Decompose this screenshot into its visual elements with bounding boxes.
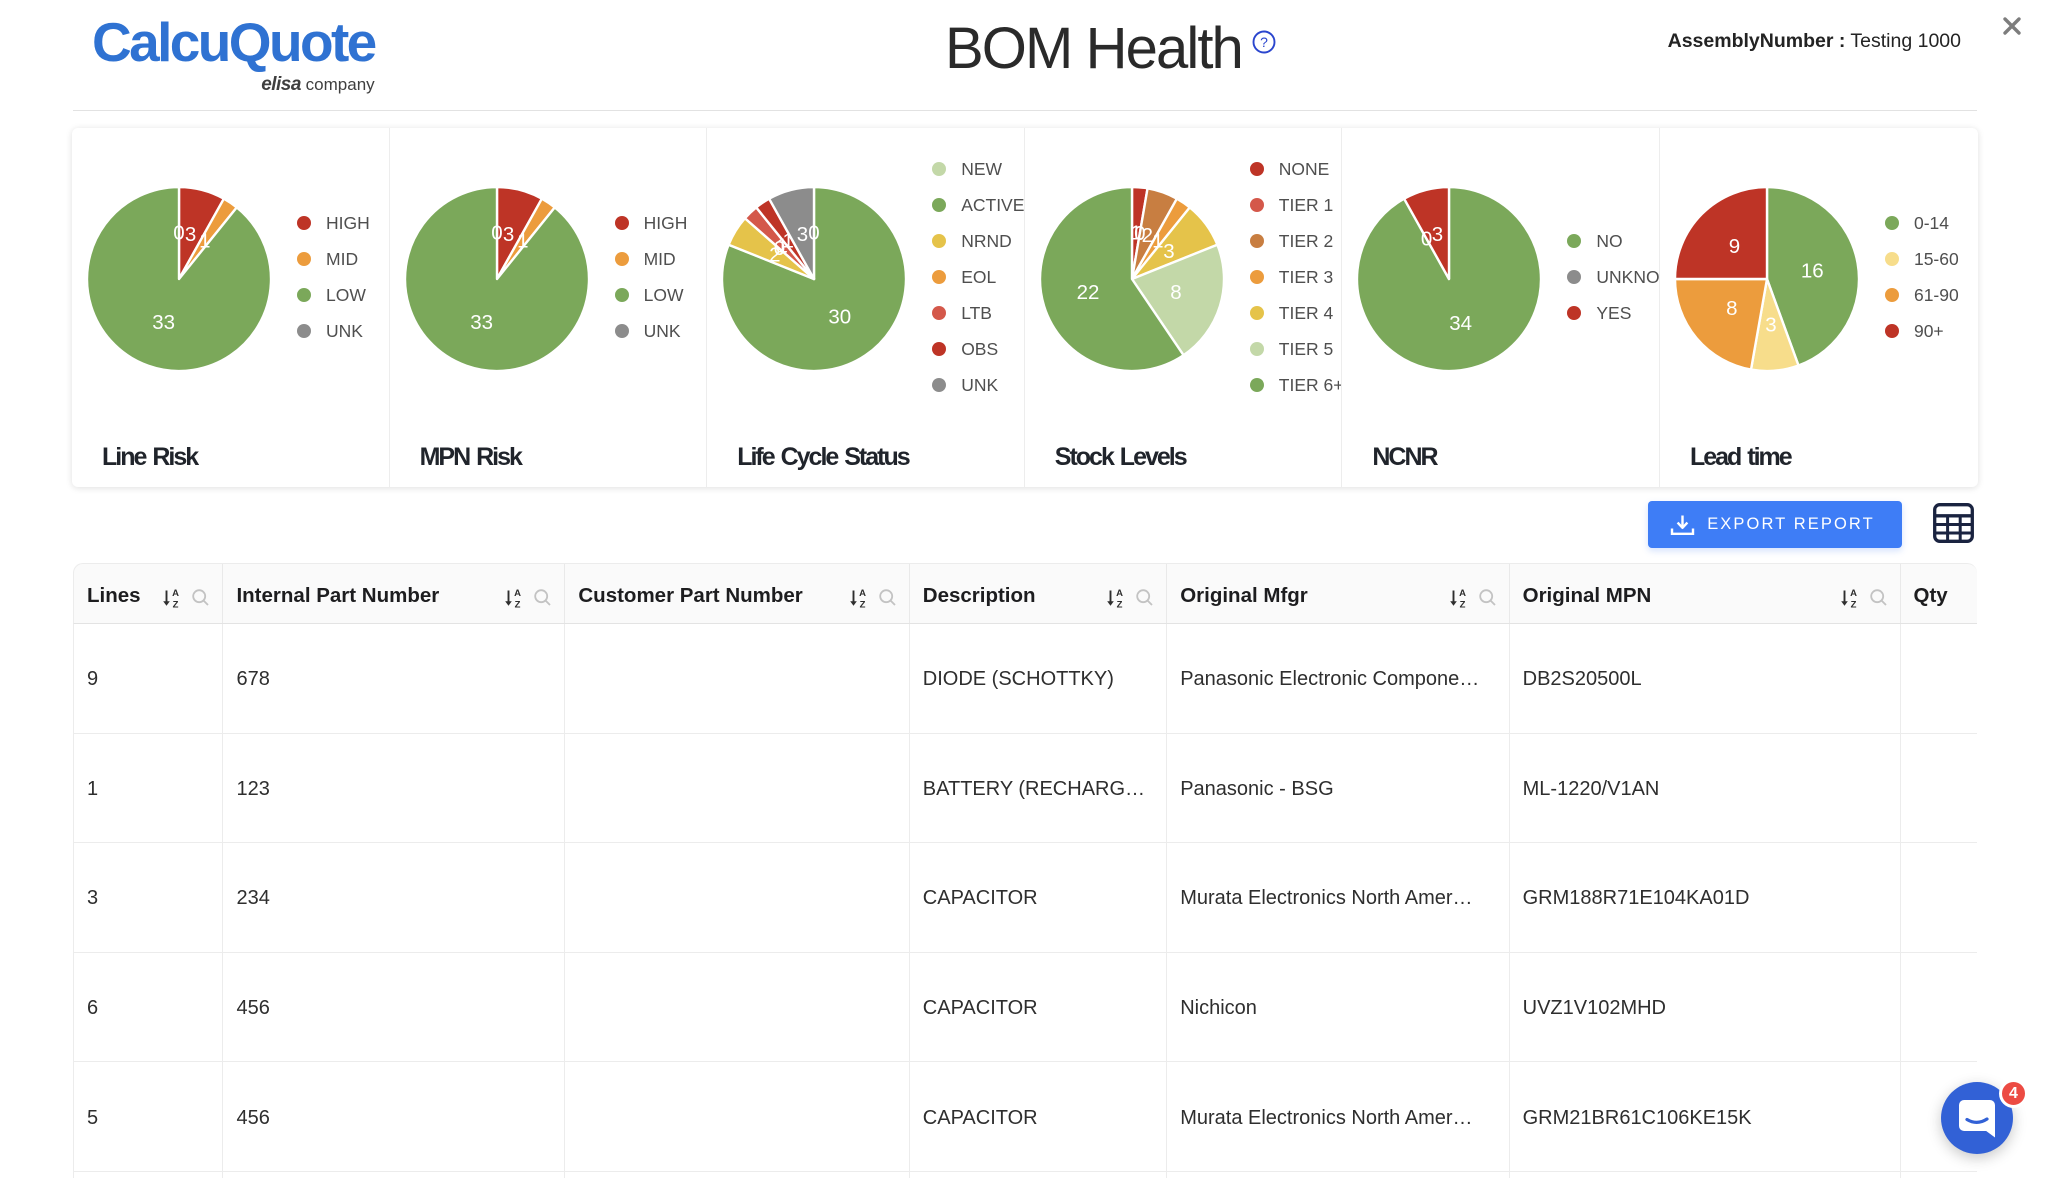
svg-text:0: 0	[1134, 222, 1145, 245]
svg-text:1: 1	[1152, 229, 1163, 252]
svg-text:1: 1	[1130, 222, 1141, 245]
svg-text:?: ?	[1260, 34, 1268, 50]
svg-text:Z: Z	[1459, 599, 1465, 609]
svg-text:0: 0	[1421, 227, 1432, 250]
svg-text:3: 3	[1163, 240, 1174, 263]
svg-text:Z: Z	[173, 599, 179, 609]
svg-text:8: 8	[1170, 281, 1181, 304]
svg-text:33: 33	[152, 311, 175, 334]
svg-text:22: 22	[1076, 281, 1099, 304]
svg-text:A: A	[514, 588, 521, 599]
svg-text:0: 0	[774, 237, 785, 260]
svg-text:34: 34	[1450, 312, 1473, 335]
svg-text:2: 2	[769, 243, 780, 266]
svg-text:0: 0	[491, 222, 502, 245]
svg-text:A: A	[859, 588, 866, 599]
svg-text:16: 16	[1801, 260, 1824, 283]
svg-text:33: 33	[470, 311, 493, 334]
svg-text:3: 3	[797, 223, 808, 246]
svg-text:Z: Z	[859, 599, 865, 609]
svg-text:A: A	[1459, 588, 1466, 599]
svg-text:A: A	[1850, 588, 1857, 599]
svg-text:3: 3	[185, 223, 196, 246]
svg-text:1: 1	[517, 229, 528, 252]
svg-text:30: 30	[829, 306, 852, 329]
svg-text:2: 2	[1141, 224, 1152, 247]
svg-text:A: A	[173, 588, 180, 599]
svg-text:3: 3	[502, 223, 513, 246]
svg-text:9: 9	[1729, 235, 1740, 258]
svg-text:0: 0	[808, 222, 819, 245]
svg-text:Z: Z	[515, 599, 521, 609]
svg-text:A: A	[1116, 588, 1123, 599]
svg-text:8: 8	[1726, 297, 1737, 320]
svg-text:1: 1	[199, 229, 210, 252]
svg-text:1: 1	[777, 234, 788, 257]
svg-text:Z: Z	[1117, 599, 1123, 609]
svg-text:3: 3	[1432, 223, 1443, 246]
svg-text:0: 0	[173, 222, 184, 245]
svg-text:Z: Z	[1850, 599, 1856, 609]
svg-text:1: 1	[783, 229, 794, 252]
svg-text:3: 3	[1765, 313, 1776, 336]
